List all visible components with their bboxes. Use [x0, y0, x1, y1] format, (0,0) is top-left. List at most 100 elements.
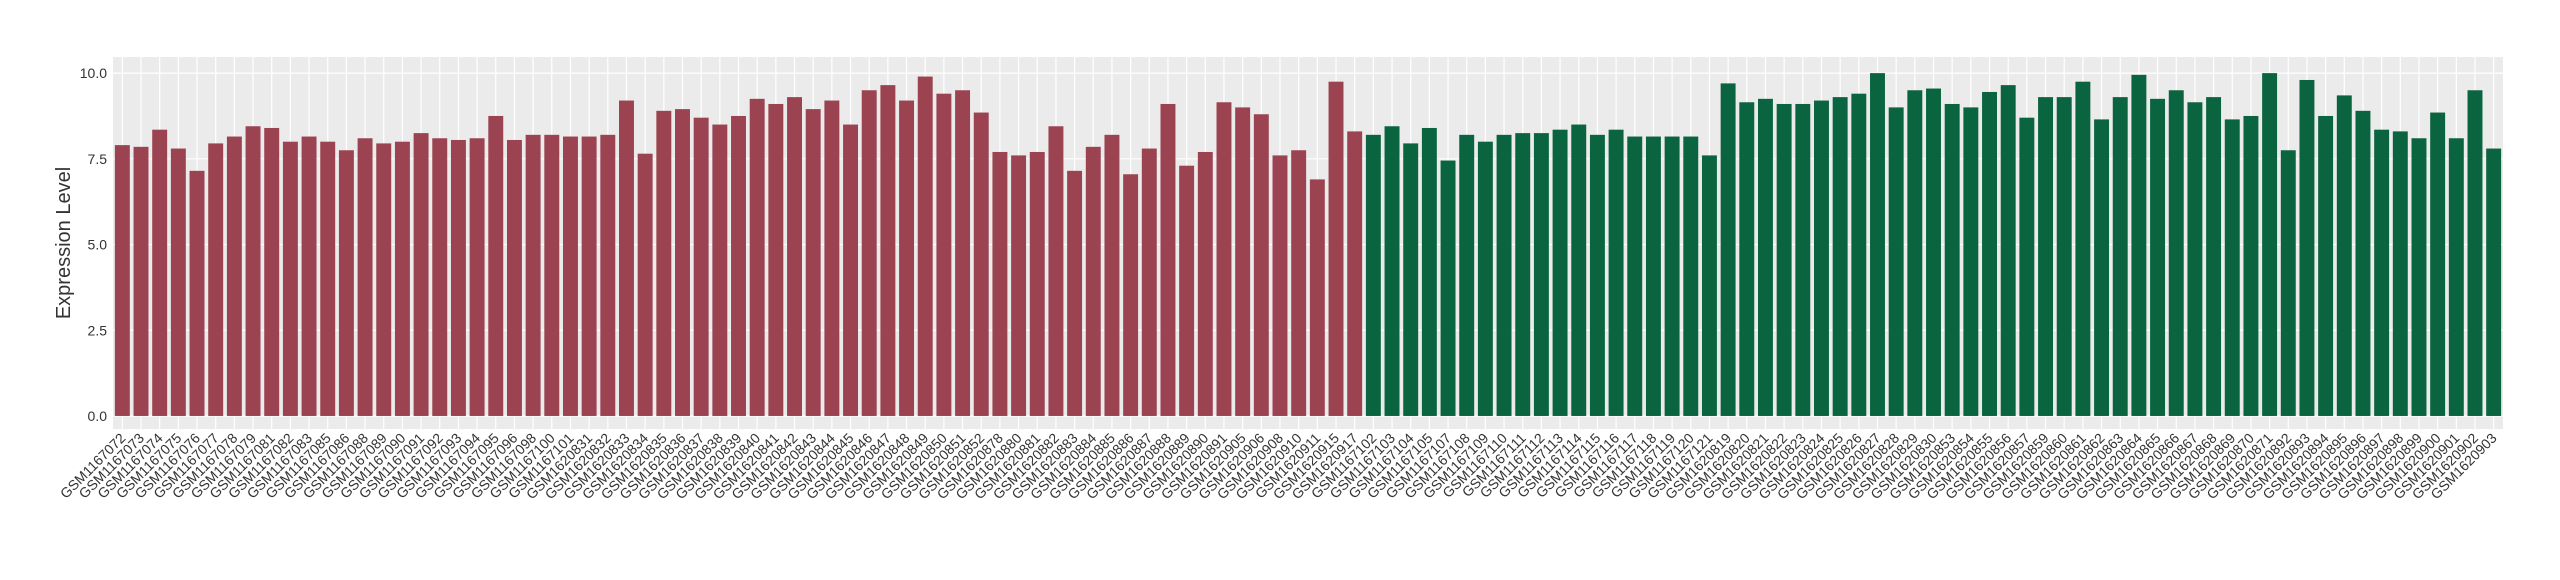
bar	[1496, 134, 1512, 416]
bar	[189, 170, 205, 416]
y-tick-label: 7.5	[88, 151, 108, 167]
bar	[1048, 126, 1064, 416]
bar	[1608, 129, 1624, 416]
bar	[861, 90, 877, 416]
bar	[619, 100, 634, 416]
bar	[114, 145, 130, 416]
bar	[1926, 88, 1941, 416]
bar	[245, 126, 261, 416]
bar	[282, 141, 298, 416]
bar	[432, 138, 448, 416]
bar	[1384, 126, 1400, 416]
bar	[2000, 85, 2016, 416]
bar	[1814, 100, 1829, 416]
bar	[1907, 90, 1923, 416]
bar	[992, 151, 1008, 416]
y-axis-label: Expression Level	[53, 167, 75, 319]
bar	[1197, 151, 1213, 416]
bar	[1235, 107, 1251, 416]
bar	[1963, 107, 1979, 416]
bar	[899, 100, 915, 416]
bar	[1347, 131, 1363, 416]
bar	[1253, 114, 1269, 416]
bar	[805, 109, 821, 416]
bar	[2374, 129, 2390, 416]
bar	[1067, 170, 1083, 416]
bar	[1011, 155, 1027, 416]
bar	[1533, 133, 1549, 416]
bar	[394, 141, 410, 416]
bar	[1421, 127, 1437, 416]
bar	[1309, 179, 1325, 416]
bar	[506, 139, 522, 416]
bar	[637, 153, 653, 416]
bar	[208, 143, 224, 416]
bar	[2056, 97, 2072, 416]
bar	[469, 138, 485, 416]
bar	[1701, 155, 1717, 416]
bar	[656, 110, 672, 416]
bar	[2280, 150, 2296, 416]
bar	[2112, 97, 2128, 416]
bar	[1160, 103, 1176, 416]
bar	[1627, 136, 1643, 416]
bar	[787, 97, 802, 416]
bar	[264, 127, 280, 416]
bar	[693, 117, 709, 416]
bar	[1272, 155, 1288, 416]
bar	[525, 134, 541, 416]
bar	[600, 134, 616, 416]
bar	[1571, 124, 1587, 416]
bar	[1870, 73, 1885, 416]
bar	[2206, 97, 2222, 416]
bar	[1459, 134, 1475, 416]
bar	[917, 76, 933, 416]
bar	[2019, 117, 2035, 416]
bar	[1123, 174, 1139, 416]
bar	[2299, 79, 2315, 416]
bar	[2243, 115, 2259, 416]
bar	[843, 124, 859, 416]
bar	[2486, 148, 2502, 416]
bar	[1477, 141, 1493, 416]
bar	[357, 138, 373, 416]
bar	[1851, 93, 1867, 416]
y-tick-label: 10.0	[80, 65, 107, 81]
bar	[1832, 97, 1848, 416]
bar	[731, 115, 746, 416]
bar	[413, 133, 429, 416]
bar	[1664, 136, 1680, 416]
bar	[1776, 103, 1792, 416]
bar	[936, 93, 952, 416]
bar	[1739, 102, 1755, 416]
bar	[1403, 143, 1419, 416]
bar	[226, 136, 242, 416]
bar	[2430, 112, 2446, 416]
bar	[1515, 133, 1531, 416]
bar	[2392, 131, 2408, 416]
bar	[2094, 119, 2110, 416]
bar	[1104, 134, 1120, 416]
bar	[544, 134, 560, 416]
bar	[2448, 138, 2464, 416]
y-tick-label: 5.0	[88, 237, 108, 253]
bar	[749, 98, 765, 416]
bar	[581, 136, 597, 416]
bar	[152, 129, 168, 416]
bar	[2336, 95, 2352, 416]
bar	[2131, 74, 2147, 416]
bar	[1216, 102, 1232, 416]
bar	[2075, 81, 2091, 416]
bar	[450, 139, 466, 416]
bar	[824, 100, 840, 416]
bar	[170, 148, 186, 416]
bar	[973, 112, 989, 416]
bar	[301, 136, 317, 416]
bar	[2411, 138, 2427, 416]
bar	[768, 103, 784, 416]
bar	[1720, 83, 1736, 416]
bar	[1944, 103, 1960, 416]
bar	[712, 124, 728, 416]
bar	[955, 90, 971, 416]
